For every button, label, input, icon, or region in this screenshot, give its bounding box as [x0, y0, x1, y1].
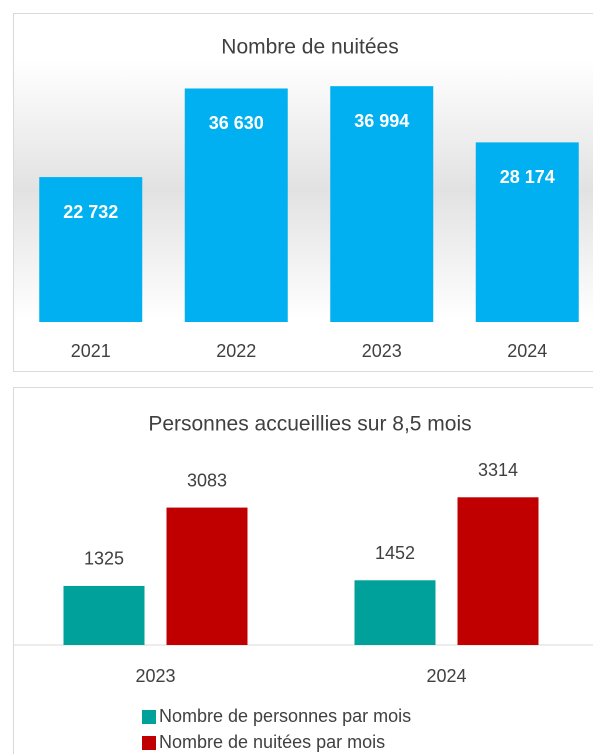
data-label: 3083	[187, 470, 227, 490]
x-tick-label: 2023	[135, 666, 175, 686]
legend-swatch	[142, 736, 156, 750]
x-tick-label: 2024	[507, 341, 547, 361]
x-tick-label: 2022	[216, 341, 256, 361]
x-tick-label: 2023	[362, 341, 402, 361]
data-label: 22 732	[63, 202, 118, 222]
legend-swatch	[142, 710, 156, 724]
bar	[457, 497, 539, 645]
bar	[39, 177, 143, 322]
x-tick-label: 2021	[71, 341, 111, 361]
legend-label: Nombre de nuitées par mois	[159, 732, 385, 752]
bar	[330, 86, 434, 322]
bar	[166, 507, 248, 645]
data-label: 1325	[84, 549, 124, 569]
legend-label: Nombre de personnes par mois	[159, 706, 411, 726]
bar	[475, 142, 579, 322]
data-label: 36 994	[354, 111, 409, 131]
chart-title: Nombre de nuitées	[221, 36, 398, 59]
bar	[354, 580, 436, 645]
data-label: 36 630	[209, 113, 264, 133]
x-tick-label: 2024	[426, 666, 466, 686]
chart-title: Personnes accueillies sur 8,5 mois	[148, 413, 471, 436]
bar	[184, 88, 288, 322]
bar	[63, 585, 145, 645]
data-label: 3314	[478, 460, 518, 480]
data-label: 28 174	[500, 167, 555, 187]
data-label: 1452	[375, 543, 415, 563]
